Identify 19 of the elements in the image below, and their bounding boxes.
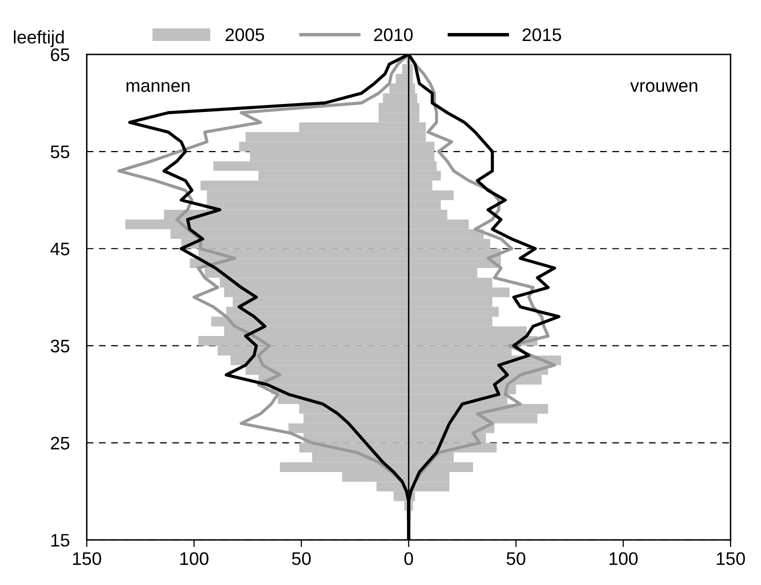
x-tick-label: 100: [610, 552, 638, 566]
x-tick-label: 150: [716, 552, 745, 566]
annotation: mannen: [126, 82, 190, 92]
legend-label: 2015: [522, 28, 562, 42]
y-tick-label: 65: [50, 48, 70, 62]
y-tick-label: 45: [50, 242, 70, 256]
y-tick-label: 35: [50, 340, 70, 352]
y-axis-title: leeftijd: [14, 30, 64, 48]
x-tick-label: 100: [180, 552, 208, 566]
x-tick-label: 50: [506, 552, 526, 566]
legend-label: 2010: [374, 28, 413, 42]
y-tick-label: 25: [50, 436, 70, 450]
y-tick-label: 55: [50, 146, 70, 158]
y-tick-label: 15: [51, 534, 70, 547]
x-tick-label: 0: [404, 552, 413, 566]
x-tick-label: 150: [73, 552, 102, 566]
annotation: vrouwen: [630, 82, 698, 92]
x-tick-label: 50: [292, 552, 311, 566]
legend-label: 2005: [226, 28, 264, 42]
